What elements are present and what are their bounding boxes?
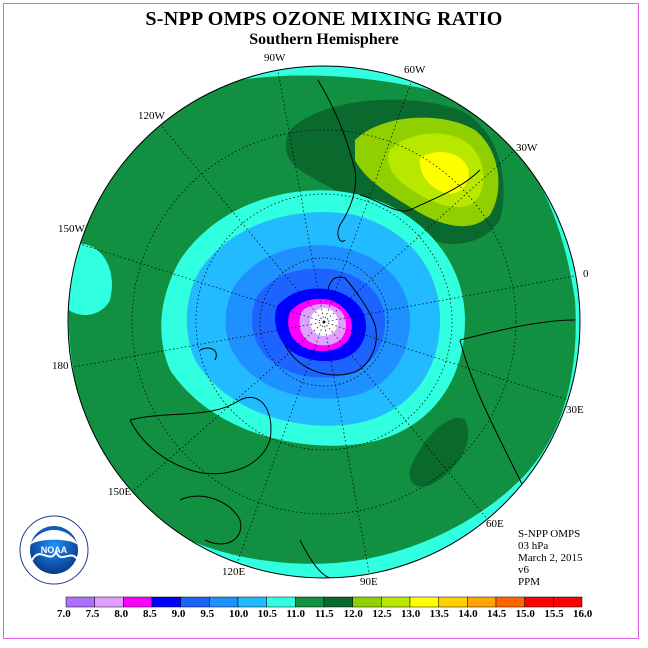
info-units: PPM bbox=[518, 576, 541, 588]
lon-label-0: 0 bbox=[583, 268, 589, 280]
info-date: March 2, 2015 bbox=[518, 552, 583, 564]
colorbar-swatch bbox=[180, 596, 210, 608]
lon-label-180: 180 bbox=[52, 360, 69, 372]
colorbar-swatch bbox=[524, 596, 554, 608]
map-subtitle: Southern Hemisphere bbox=[249, 31, 399, 48]
colorbar-swatch bbox=[94, 596, 124, 608]
colorbar-tick-label: 8.0 bbox=[114, 608, 129, 620]
colorbar-tick-label: 12.5 bbox=[372, 608, 392, 620]
colorbar-swatch bbox=[123, 596, 153, 608]
colorbar-swatch bbox=[65, 596, 95, 608]
lon-label-150w: 150W bbox=[58, 223, 85, 235]
figure-border bbox=[3, 3, 639, 639]
colorbar-swatch bbox=[151, 596, 181, 608]
colorbar-tick-label: 13.0 bbox=[401, 608, 421, 620]
info-level: 03 hPa bbox=[518, 540, 549, 552]
logo-text: NOAA bbox=[41, 545, 68, 555]
lon-label-30e: 30E bbox=[566, 404, 584, 416]
noaa-logo: NOAA bbox=[19, 515, 89, 585]
colorbar-tick-label: 10.5 bbox=[257, 608, 277, 620]
region-12-dark-south bbox=[409, 418, 469, 487]
graticule bbox=[68, 66, 580, 578]
lon-label-150e: 150E bbox=[108, 486, 132, 498]
colorbar-tick-label: 11.5 bbox=[315, 608, 334, 620]
info-instrument: S-NPP OMPS bbox=[518, 528, 581, 540]
product-info: S-NPP OMPS 03 hPa March 2, 2015 v6 PPM bbox=[518, 528, 582, 588]
colorbar-tick-label: 10.0 bbox=[229, 608, 249, 620]
colorbar-swatch bbox=[409, 596, 439, 608]
colorbar-tick-label: 15.5 bbox=[544, 608, 564, 620]
colorbar-swatch bbox=[323, 596, 353, 608]
lon-label-120e: 120E bbox=[222, 566, 246, 578]
lon-label-120w: 120W bbox=[138, 110, 165, 122]
map-title: S-NPP OMPS OZONE MIXING RATIO bbox=[145, 8, 503, 30]
colorbar-swatch bbox=[553, 596, 583, 608]
colorbar-swatch bbox=[295, 596, 325, 608]
colorbar-tick-label: 14.5 bbox=[487, 608, 507, 620]
lon-label-30w: 30W bbox=[516, 142, 538, 154]
colorbar-swatch bbox=[352, 596, 382, 608]
colorbar-swatch bbox=[381, 596, 411, 608]
colorbar-tick-label: 16.0 bbox=[573, 608, 593, 620]
colorbar-swatch bbox=[209, 596, 239, 608]
colorbar-tick-label: 13.5 bbox=[429, 608, 449, 620]
colorbar-tick-label: 8.5 bbox=[143, 608, 157, 620]
colorbar-tick-label: 7.5 bbox=[85, 608, 100, 620]
lon-label-60e: 60E bbox=[486, 518, 504, 530]
info-version: v6 bbox=[518, 564, 529, 576]
colorbar-swatch bbox=[438, 596, 468, 608]
colorbar-swatch bbox=[237, 596, 267, 608]
colorbar-swatch bbox=[467, 596, 497, 608]
lon-label-60w: 60W bbox=[404, 64, 426, 76]
colorbar-tick-label: 12.0 bbox=[343, 608, 363, 620]
colorbar bbox=[65, 596, 583, 608]
colorbar-tick-label: 15.0 bbox=[515, 608, 535, 620]
colorbar-swatch bbox=[266, 596, 296, 608]
colorbar-tick-label: 11.0 bbox=[286, 608, 305, 620]
colorbar-tick-label: 7.0 bbox=[57, 608, 71, 620]
lon-label-90e: 90E bbox=[360, 576, 378, 588]
colorbar-tick-label: 14.0 bbox=[458, 608, 478, 620]
colorbar-tick-label: 9.5 bbox=[200, 608, 215, 620]
region-13.5 bbox=[419, 152, 469, 194]
lon-label-90w: 90W bbox=[264, 52, 286, 64]
colorbar-swatch bbox=[495, 596, 525, 608]
map-boundary bbox=[67, 65, 581, 579]
colorbar-tick-label: 9.0 bbox=[171, 608, 186, 620]
